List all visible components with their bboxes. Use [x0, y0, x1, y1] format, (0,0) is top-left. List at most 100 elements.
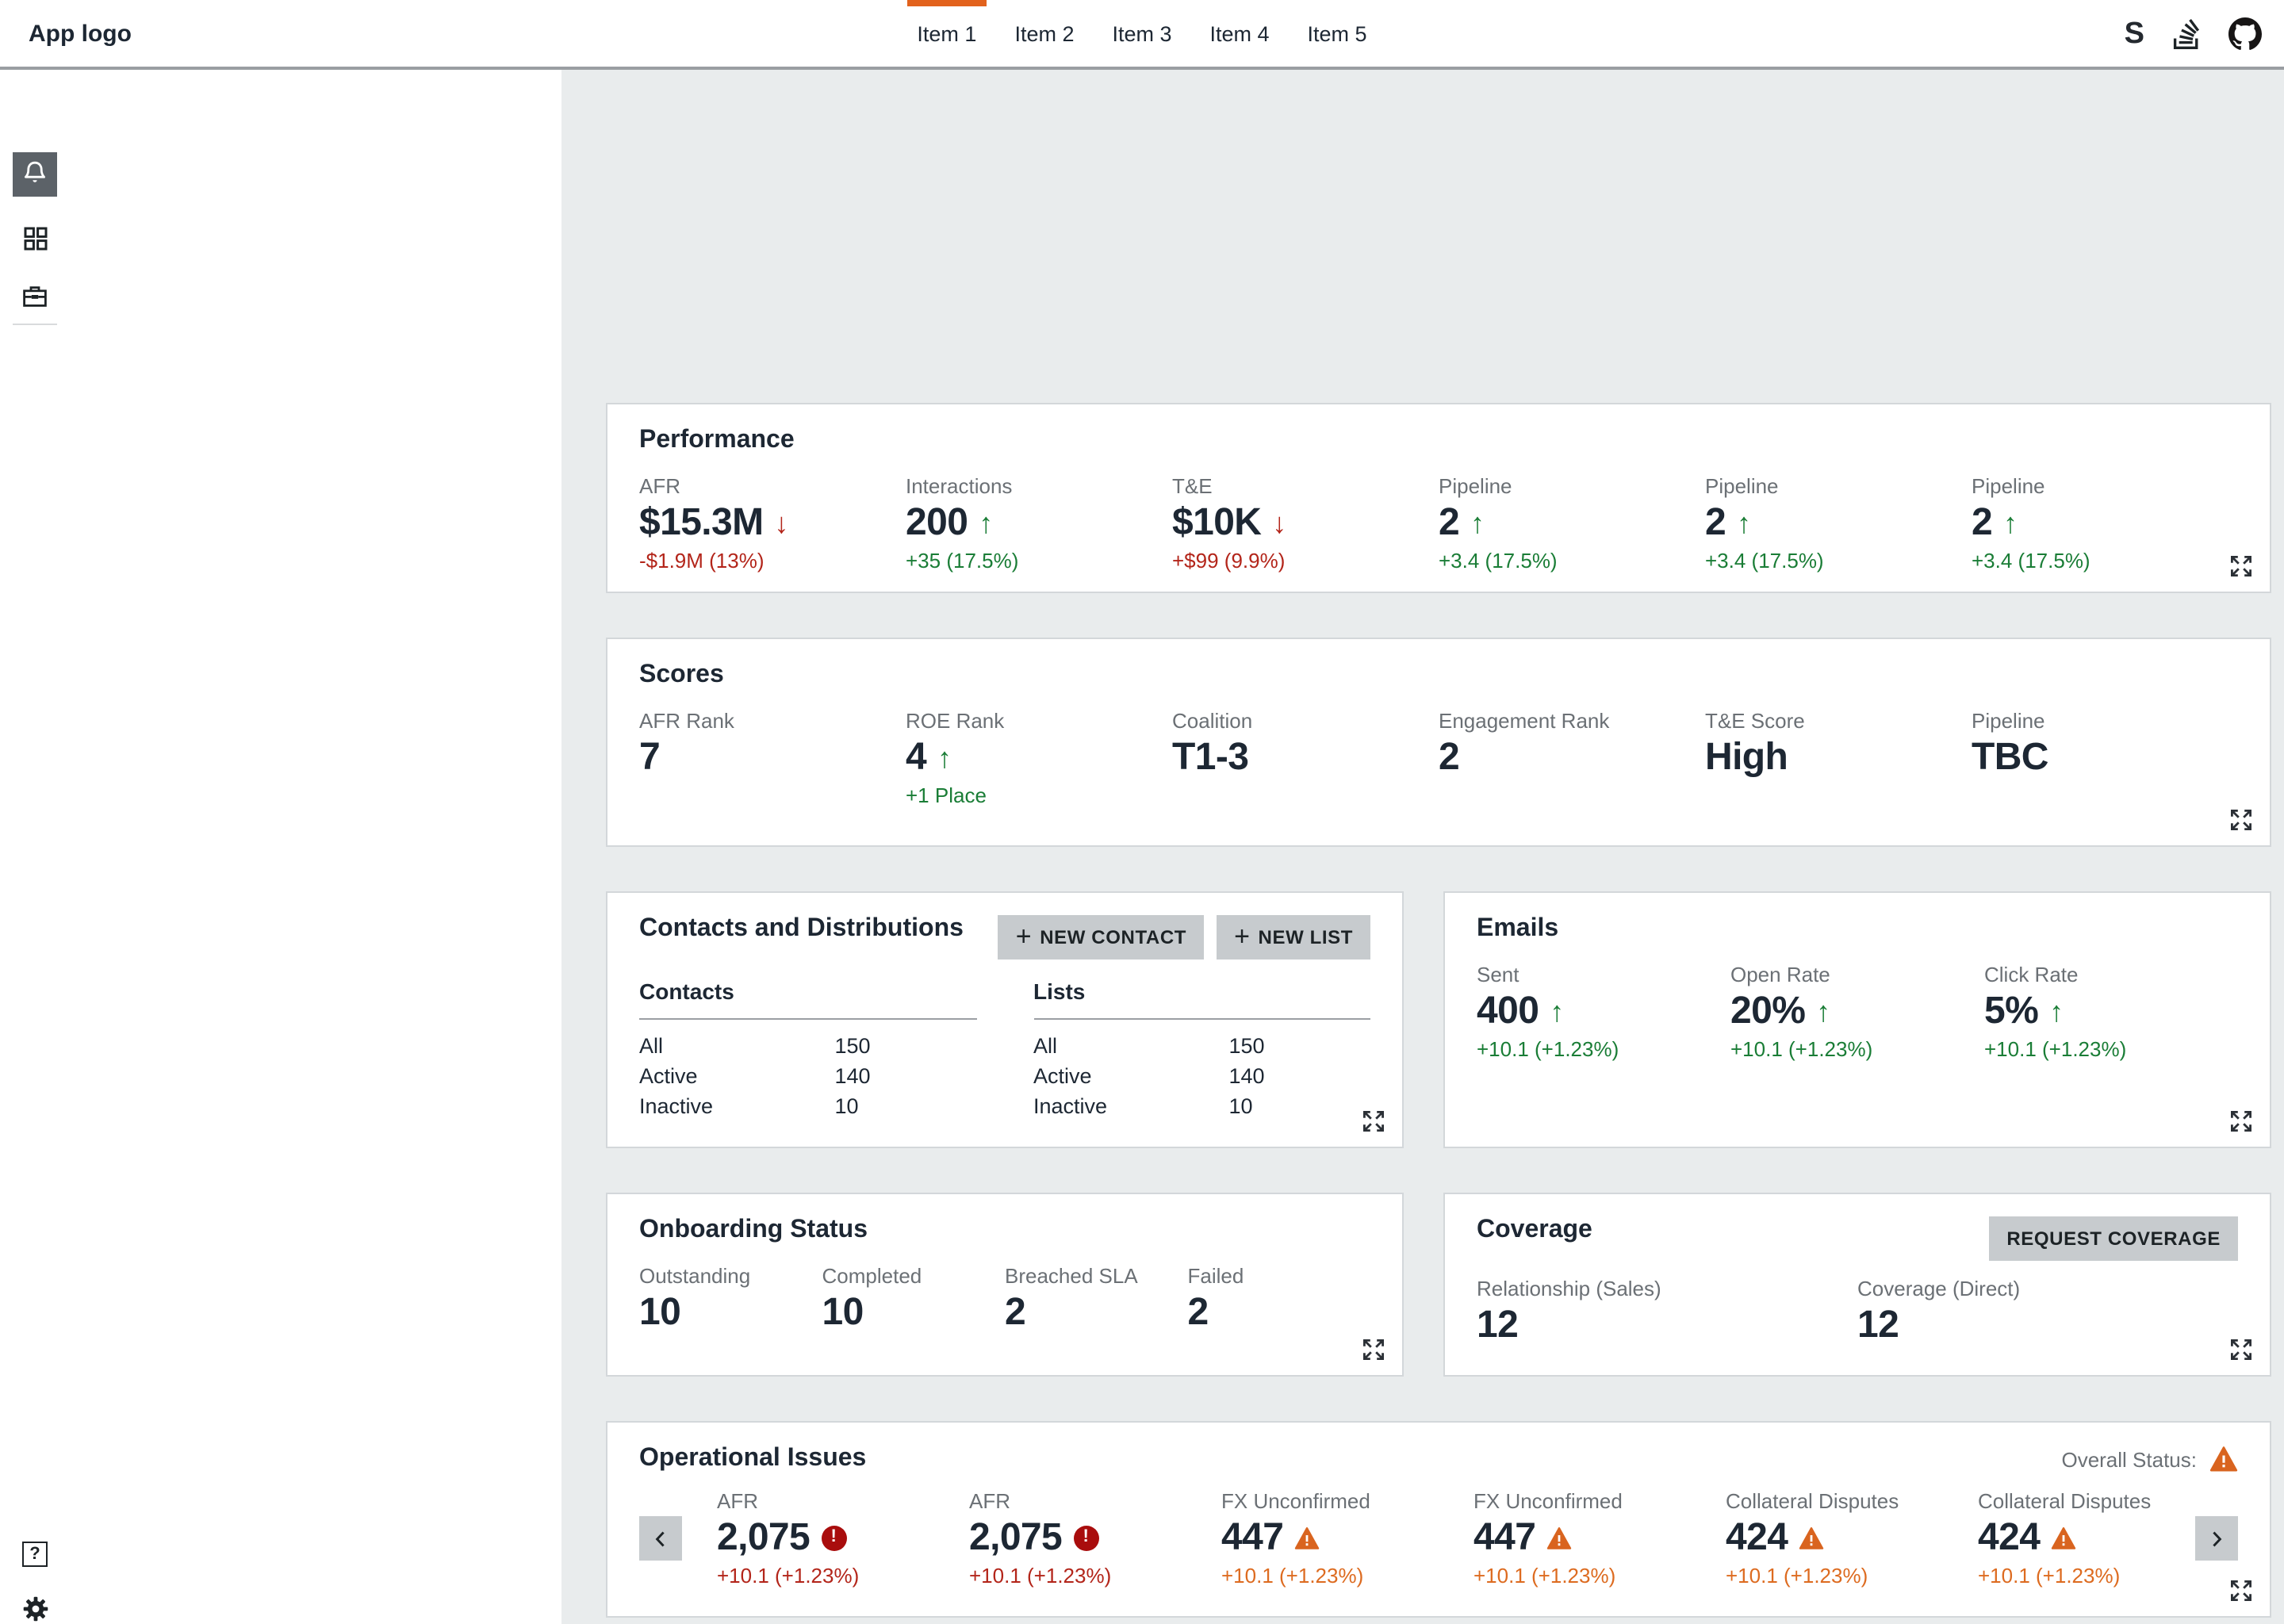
- metric-t-e-score: T&E Score High: [1705, 709, 1972, 807]
- metric-change: +35 (17.5%): [906, 549, 1019, 573]
- metric-completed: Completed 10: [822, 1264, 1006, 1332]
- expand-icon[interactable]: [2228, 807, 2254, 833]
- stackoverflow-icon[interactable]: [2171, 18, 2202, 48]
- table-separator: [639, 1018, 976, 1020]
- table-heading: Lists: [1033, 979, 1086, 1004]
- carousel-right-button[interactable]: [2195, 1516, 2238, 1561]
- performance-metrics: AFR $15.3M ↓ -$1.9M (13%) Interactions 200 ↑ +3…: [639, 474, 2238, 573]
- settings-button[interactable]: [13, 1589, 57, 1624]
- metric-value: 2,075: [717, 1516, 811, 1559]
- new-contact-button[interactable]: + NEW CONTACT: [998, 915, 1205, 959]
- s-logo-icon[interactable]: S: [2124, 17, 2144, 50]
- gear-icon: [21, 1595, 48, 1624]
- onboarding-status-card: Onboarding Status Outstanding 10 Completed…: [606, 1193, 1404, 1377]
- table-row: All 150: [639, 1031, 976, 1061]
- metric-label: Click Rate: [1984, 963, 2079, 986]
- metric-value: 2,075: [969, 1516, 1063, 1559]
- warning-icon: [1294, 1525, 1320, 1550]
- carousel-left-button[interactable]: [639, 1516, 682, 1561]
- trend-up-icon: ↑: [979, 507, 994, 539]
- grid-icon: [23, 227, 47, 255]
- plus-icon: +: [1015, 921, 1033, 952]
- metric-value: 2: [1439, 501, 1460, 544]
- nav-item-1[interactable]: Item 1: [904, 0, 989, 67]
- plus-icon: +: [1234, 921, 1251, 952]
- metric-label: Coverage (Direct): [1857, 1277, 2021, 1300]
- nav-right-icons: S: [2125, 0, 2262, 67]
- row-value: 140: [1228, 1064, 1265, 1088]
- nav-item-4[interactable]: Item 4: [1209, 21, 1270, 45]
- metric-click-rate: Click Rate 5% ↑ +10.1 (+1.23%): [1984, 963, 2238, 1061]
- primary-nav: Item 1 Item 2 Item 3 Item 4 Item 5: [0, 0, 2284, 67]
- metric-value: 424: [1978, 1516, 2041, 1559]
- metric-change: +10.1 (+1.23%): [969, 1564, 1112, 1588]
- metric-label: Failed: [1187, 1264, 1244, 1288]
- metric-change: +10.1 (+1.23%): [1726, 1564, 1868, 1588]
- table-lists: Lists All 150 Active 140 Inactive 10: [1033, 979, 1370, 1121]
- metric-change: +10.1 (+1.23%): [1978, 1564, 2121, 1588]
- metric-afr: AFR $15.3M ↓ -$1.9M (13%): [639, 474, 906, 573]
- notifications-button[interactable]: [13, 152, 57, 197]
- card-title-coverage: Coverage: [1477, 1216, 1592, 1243]
- metric-pipeline: Pipeline 2 ↑ +3.4 (17.5%): [1972, 474, 2238, 573]
- emails-card: Emails Sent 400 ↑ +10.1 (+1.23%) Open Rate 20…: [1443, 891, 2271, 1148]
- new-list-button[interactable]: + NEW LIST: [1217, 915, 1370, 959]
- operational-issues-card: Operational Issues Overall Status: AFR 2,…: [606, 1421, 2271, 1618]
- metric-value: 424: [1726, 1516, 1788, 1559]
- expand-icon[interactable]: [2228, 1337, 2254, 1362]
- nav-item-2[interactable]: Item 2: [1014, 21, 1075, 45]
- metric-label: AFR: [717, 1489, 758, 1513]
- metric-value: High: [1705, 736, 1788, 779]
- contacts-tables: Contacts All 150 Active 140 Inactive 10 Lists Al…: [639, 979, 1370, 1121]
- top-nav: App logo Item 1 Item 2 Item 3 Item 4 Item 5 …: [0, 0, 2284, 70]
- row-label: Inactive: [1033, 1094, 1108, 1118]
- metric-label: Completed: [822, 1264, 922, 1288]
- overall-status: Overall Status:: [2061, 1445, 2238, 1473]
- metric-change: +10.1 (+1.23%): [1221, 1564, 1364, 1588]
- work-button[interactable]: [13, 276, 57, 320]
- nav-item-3[interactable]: Item 3: [1112, 21, 1172, 45]
- help-button[interactable]: ?: [13, 1532, 57, 1576]
- overall-status-label: Overall Status:: [2061, 1447, 2197, 1471]
- metric-afr: AFR 2,075! +10.1 (+1.23%): [682, 1489, 934, 1588]
- trend-up-icon: ↑: [1550, 995, 1565, 1028]
- metric-value: 2: [1705, 501, 1726, 544]
- emails-metrics: Sent 400 ↑ +10.1 (+1.23%) Open Rate 20% ↑ +10.1…: [1477, 963, 2238, 1061]
- row-value: 10: [834, 1094, 859, 1118]
- request-coverage-button[interactable]: REQUEST COVERAGE: [1989, 1216, 2238, 1261]
- new-contact-label: NEW CONTACT: [1040, 926, 1187, 948]
- trend-up-icon: ↑: [2003, 507, 2018, 539]
- warning-icon: [2051, 1525, 2076, 1550]
- metric-collateral-disputes: Collateral Disputes 424 +10.1 (+1.23%): [1691, 1489, 1943, 1588]
- metric-label: Outstanding: [639, 1264, 751, 1288]
- expand-icon[interactable]: [2228, 553, 2254, 579]
- expand-icon[interactable]: [1361, 1109, 1386, 1134]
- scores-metrics: AFR Rank 7 ROE Rank 4 ↑ +1 Place Coalition T1-3…: [639, 709, 2238, 807]
- metric-label: AFR Rank: [639, 709, 734, 733]
- metric-value: 447: [1221, 1516, 1284, 1559]
- metric-value: 7: [639, 736, 661, 779]
- metric-change: +10.1 (+1.23%): [1473, 1564, 1616, 1588]
- expand-icon[interactable]: [2228, 1109, 2254, 1134]
- row-label: Active: [639, 1064, 698, 1088]
- github-icon[interactable]: [2228, 17, 2262, 50]
- trend-up-icon: ↑: [1470, 507, 1485, 539]
- expand-icon[interactable]: [2228, 1578, 2254, 1603]
- metric-value: 2: [1005, 1291, 1026, 1334]
- metric-change: +10.1 (+1.23%): [1984, 1037, 2127, 1062]
- metric-fx-unconfirmed: FX Unconfirmed 447 +10.1 (+1.23%): [1439, 1489, 1691, 1588]
- apps-grid-button[interactable]: [13, 219, 57, 263]
- expand-icon[interactable]: [1361, 1337, 1386, 1362]
- error-icon: !: [821, 1525, 847, 1551]
- metric-value: 2: [1972, 501, 1993, 544]
- table-row: Active 140: [639, 1061, 976, 1091]
- metric-label: Collateral Disputes: [1726, 1489, 1899, 1513]
- table-row: Inactive 10: [639, 1091, 976, 1121]
- metric-value: 400: [1477, 990, 1539, 1032]
- metric-label: Pipeline: [1972, 709, 2045, 733]
- metric-value: 12: [1857, 1304, 1899, 1346]
- row-value: 150: [1228, 1034, 1265, 1058]
- row-label: All: [1033, 1034, 1058, 1058]
- nav-item-5[interactable]: Item 5: [1307, 21, 1367, 45]
- metric-pipeline: Pipeline TBC: [1972, 709, 2238, 807]
